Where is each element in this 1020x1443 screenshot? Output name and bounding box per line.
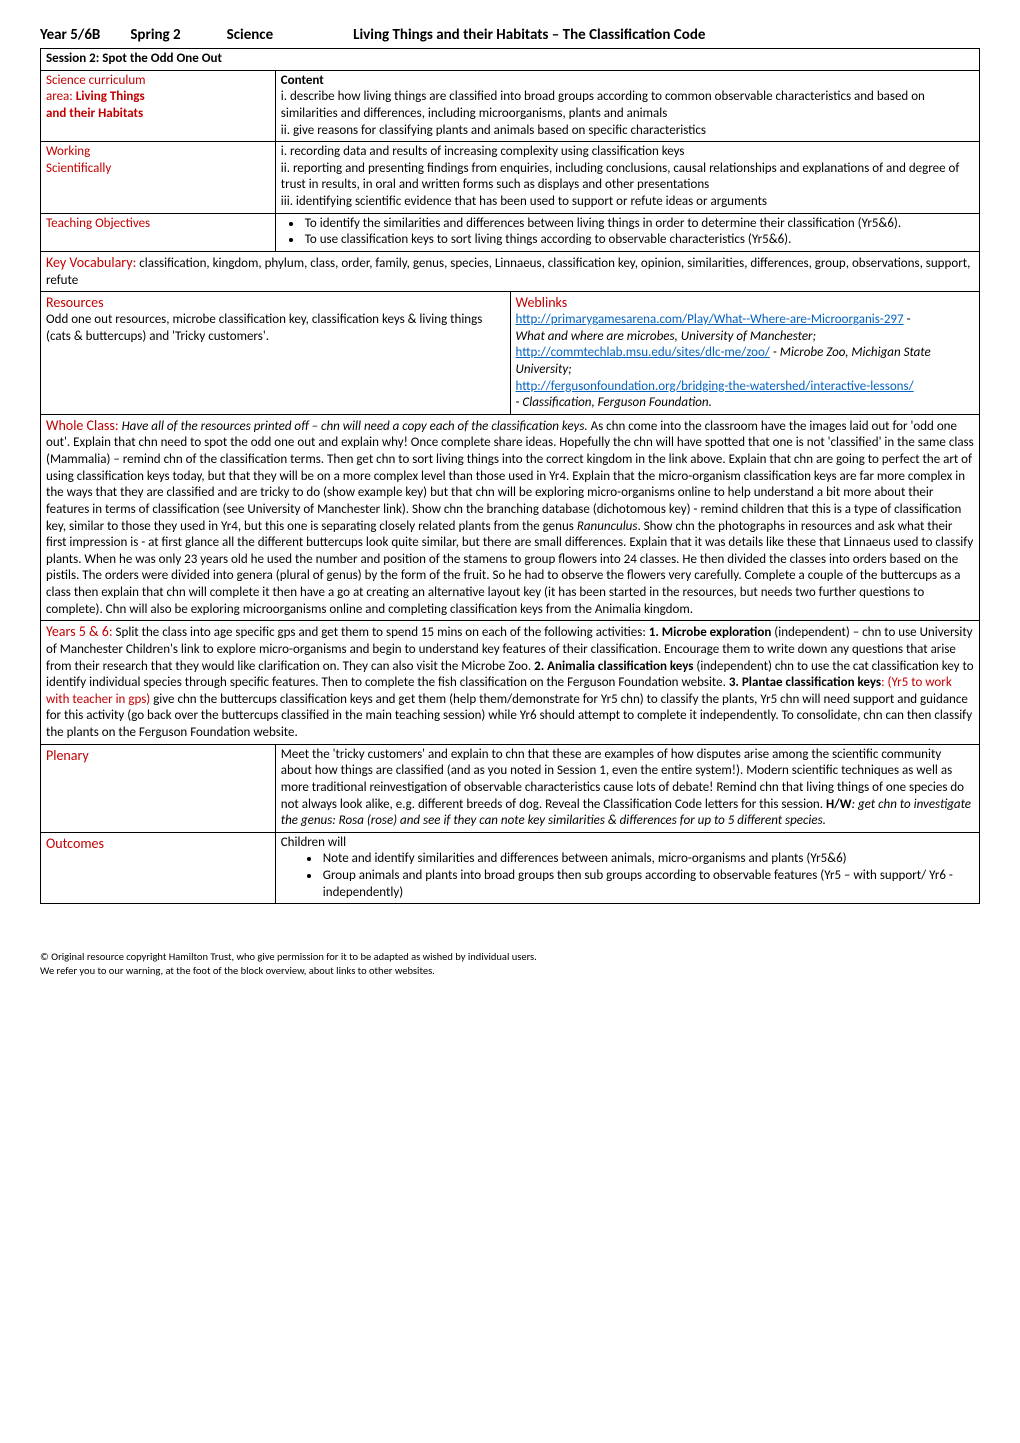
weblink-2-url[interactable]: http://commtechlab.msu.edu/sites/dlc-me/…: [516, 345, 770, 360]
content-heading: Content: [281, 73, 974, 90]
years56-h3: 3. Plantae classification keys: [729, 675, 881, 690]
years56-p3: give chn the buttercups classification k…: [46, 692, 972, 740]
resources-cell: Resources Odd one out resources, microbe…: [41, 292, 511, 415]
weblink-1-url[interactable]: http://primarygamesarena.com/Play/What--…: [516, 312, 904, 327]
page-header: Year 5/6B Spring 2 Science Living Things…: [40, 26, 980, 44]
weblink-1-tail: -: [904, 312, 911, 327]
working-iii: iii. identifying scientific evidence tha…: [281, 194, 974, 211]
vocab-label: Key Vocabulary:: [46, 254, 136, 271]
weblinks-cell: Weblinks http://primarygamesarena.com/Pl…: [510, 292, 980, 415]
outcomes-b2: Group animals and plants into broad grou…: [321, 868, 974, 901]
lesson-plan-table: Session 2: Spot the Odd One Out Science …: [40, 48, 980, 904]
outcomes-label: Outcomes: [41, 832, 276, 904]
curriculum-l2: area: Living Things: [46, 89, 270, 106]
plenary-label: Plenary: [41, 744, 276, 832]
content-i: i. describe how living things are classi…: [281, 89, 974, 122]
working-label-cell: Working Scientifically: [41, 142, 276, 214]
session-title: Session 2: Spot the Odd One Out: [41, 49, 980, 71]
topic-label: Living Things and their Habitats – The C…: [353, 26, 705, 44]
plenary-hw-label: H/W: [826, 797, 852, 812]
whole-class-label: Whole Class:: [46, 417, 119, 434]
content-ii: ii. give reasons for classifying plants …: [281, 123, 974, 140]
weblink-3: http://fergusonfoundation.org/bridging-t…: [516, 379, 975, 396]
resources-text: Odd one out resources, microbe classific…: [46, 312, 505, 345]
working-i: i. recording data and results of increas…: [281, 144, 974, 161]
curriculum-l2-prefix: area:: [46, 89, 76, 104]
whole-class-intro: Have all of the resources printed off – …: [119, 419, 591, 434]
weblink-3-url[interactable]: http://fergusonfoundation.org/bridging-t…: [516, 379, 914, 394]
subject-label: Science: [227, 26, 273, 44]
teaching-label: Teaching Objectives: [41, 213, 276, 251]
weblinks-label: Weblinks: [516, 294, 975, 312]
term-label: Spring 2: [130, 26, 180, 44]
working-content-cell: i. recording data and results of increas…: [275, 142, 979, 214]
weblink-1-desc: What and where are microbes, University …: [516, 329, 975, 346]
page-footer: © Original resource copyright Hamilton T…: [40, 950, 980, 977]
working-ii: ii. reporting and presenting findings fr…: [281, 161, 974, 194]
vocab-cell: Key Vocabulary: classification, kingdom,…: [41, 251, 980, 291]
working-l1: Working: [46, 144, 270, 161]
outcomes-content-cell: Children will Note and identify similari…: [275, 832, 979, 904]
curriculum-label-cell: Science curriculum area: Living Things a…: [41, 70, 276, 142]
vocab-text: classification, kingdom, phylum, class, …: [46, 256, 970, 288]
teaching-b2: To use classification keys to sort livin…: [303, 232, 974, 249]
years56-cell: Years 5 & 6: Split the class into age sp…: [41, 621, 980, 744]
footer-l1: © Original resource copyright Hamilton T…: [40, 950, 980, 964]
outcomes-intro: Children will: [281, 835, 974, 852]
weblink-3-desc: - Classification, Ferguson Foundation.: [516, 395, 975, 412]
working-l2: Scientifically: [46, 161, 270, 178]
outcomes-b1: Note and identify similarities and diffe…: [321, 851, 974, 868]
curriculum-content-cell: Content i. describe how living things ar…: [275, 70, 979, 142]
curriculum-l2-bold: Living Things: [76, 89, 145, 104]
plenary-content-cell: Meet the 'tricky customers' and explain …: [275, 744, 979, 832]
whole-class-cell: Whole Class: Have all of the resources p…: [41, 414, 980, 621]
weblink-2: http://commtechlab.msu.edu/sites/dlc-me/…: [516, 345, 975, 378]
years56-h1: 1. Microbe exploration: [649, 625, 772, 640]
ranunculus: Ranunculus: [577, 519, 638, 534]
resources-label: Resources: [46, 294, 505, 312]
years56-label: Years 5 & 6:: [46, 623, 113, 640]
teaching-content-cell: To identify the similarities and differe…: [275, 213, 979, 251]
teaching-b1: To identify the similarities and differe…: [303, 216, 974, 233]
curriculum-l3: and their Habitats: [46, 106, 270, 123]
footer-l2: We refer you to our warning, at the foot…: [40, 964, 980, 978]
years56-h2: 2. Animalia classification keys: [534, 659, 693, 674]
whole-class-body1: As chn come into the classroom have the …: [46, 419, 974, 534]
years56-part1: Split the class into age specific gps an…: [113, 625, 649, 640]
curriculum-l1: Science curriculum: [46, 73, 270, 90]
weblink-1: http://primarygamesarena.com/Play/What--…: [516, 312, 975, 329]
year-label: Year 5/6B: [40, 26, 100, 44]
